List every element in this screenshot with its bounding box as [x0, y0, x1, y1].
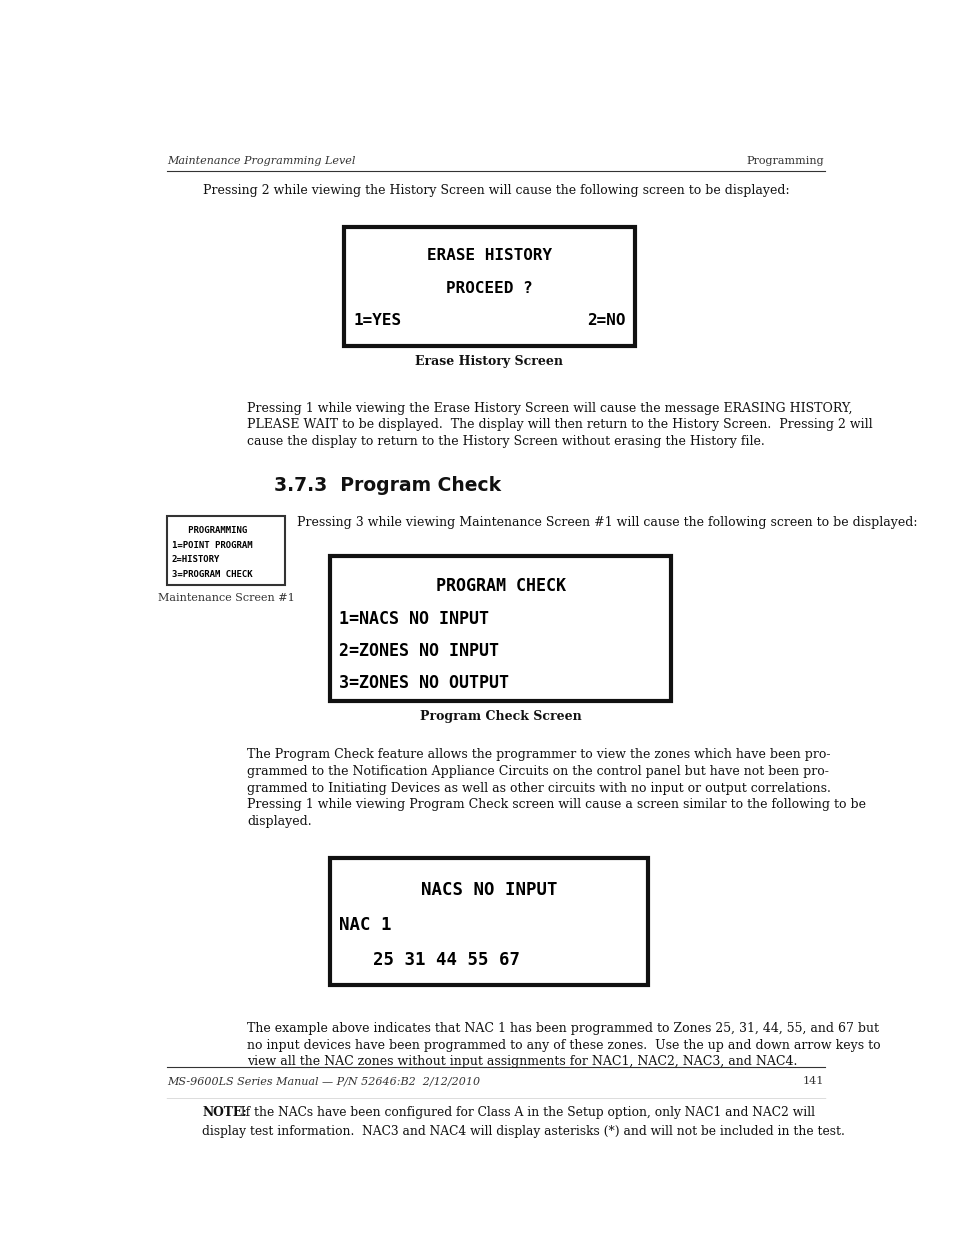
- Text: Pressing 3 while viewing Maintenance Screen #1 will cause the following screen t: Pressing 3 while viewing Maintenance Scr…: [296, 516, 916, 529]
- Bar: [330, 556, 670, 700]
- Text: Pressing 1 while viewing Program Check screen will cause a screen similar to the: Pressing 1 while viewing Program Check s…: [247, 798, 865, 811]
- Text: no input devices have been programmed to any of these zones.  Use the up and dow: no input devices have been programmed to…: [247, 1039, 880, 1052]
- Text: Pressing 2 while viewing the History Screen will cause the following screen to b: Pressing 2 while viewing the History Scr…: [202, 184, 788, 198]
- Bar: [344, 227, 634, 346]
- Text: grammed to the Notification Appliance Circuits on the control panel but have not: grammed to the Notification Appliance Ci…: [247, 764, 828, 778]
- Text: Maintenance Screen #1: Maintenance Screen #1: [157, 593, 294, 603]
- Text: displayed.: displayed.: [247, 815, 312, 827]
- Text: display test information.  NAC3 and NAC4 will display asterisks (*) and will not: display test information. NAC3 and NAC4 …: [202, 1125, 844, 1137]
- Text: The example above indicates that NAC 1 has been programmed to Zones 25, 31, 44, : The example above indicates that NAC 1 h…: [247, 1023, 879, 1035]
- Text: The Program Check feature allows the programmer to view the zones which have bee: The Program Check feature allows the pro…: [247, 748, 830, 762]
- Text: 2=NO: 2=NO: [586, 312, 624, 329]
- Text: Erase History Screen: Erase History Screen: [415, 356, 562, 368]
- Text: NOTE:: NOTE:: [202, 1107, 247, 1119]
- Text: NACS NO INPUT: NACS NO INPUT: [420, 882, 557, 899]
- Bar: [171, 1104, 194, 1144]
- Text: 1=YES: 1=YES: [353, 312, 401, 329]
- Text: Maintenance Programming Level: Maintenance Programming Level: [167, 156, 355, 165]
- Text: 3.7.3  Program Check: 3.7.3 Program Check: [274, 475, 501, 495]
- Text: 1=POINT PROGRAM: 1=POINT PROGRAM: [172, 541, 253, 550]
- Text: 3=PROGRAM CHECK: 3=PROGRAM CHECK: [172, 569, 253, 579]
- Text: PLEASE WAIT to be displayed.  The display will then return to the History Screen: PLEASE WAIT to be displayed. The display…: [247, 419, 872, 431]
- Text: 2=ZONES NO INPUT: 2=ZONES NO INPUT: [339, 642, 498, 661]
- Text: PROGRAMMING: PROGRAMMING: [172, 526, 247, 535]
- Text: Program Check Screen: Program Check Screen: [419, 710, 580, 722]
- Text: MS-9600LS Series Manual — P/N 52646:B2  2/12/2010: MS-9600LS Series Manual — P/N 52646:B2 2…: [167, 1076, 480, 1086]
- Text: grammed to Initiating Devices as well as other circuits with no input or output : grammed to Initiating Devices as well as…: [247, 782, 830, 794]
- Text: PROGRAM CHECK: PROGRAM CHECK: [436, 578, 565, 595]
- Text: PROCEED ?: PROCEED ?: [446, 280, 532, 295]
- Bar: [330, 858, 647, 986]
- Bar: [167, 516, 285, 585]
- Text: Programming: Programming: [746, 156, 823, 165]
- Text: If the NACs have been configured for Class A in the Setup option, only NAC1 and : If the NACs have been configured for Cla…: [233, 1107, 814, 1119]
- Text: NAC 1: NAC 1: [339, 916, 392, 934]
- Text: 3=ZONES NO OUTPUT: 3=ZONES NO OUTPUT: [339, 674, 509, 693]
- Text: 141: 141: [802, 1076, 823, 1086]
- Text: ERASE HISTORY: ERASE HISTORY: [426, 248, 551, 263]
- Text: 2=HISTORY: 2=HISTORY: [172, 556, 220, 564]
- Text: 25 31 44 55 67: 25 31 44 55 67: [373, 951, 519, 968]
- Text: cause the display to return to the History Screen without erasing the History fi: cause the display to return to the Histo…: [247, 435, 764, 447]
- Text: Pressing 1 while viewing the Erase History Screen will cause the message ERASING: Pressing 1 while viewing the Erase Histo…: [247, 401, 852, 415]
- Text: view all the NAC zones without input assignments for NAC1, NAC2, NAC3, and NAC4.: view all the NAC zones without input ass…: [247, 1055, 797, 1068]
- Text: 1=NACS NO INPUT: 1=NACS NO INPUT: [339, 610, 489, 627]
